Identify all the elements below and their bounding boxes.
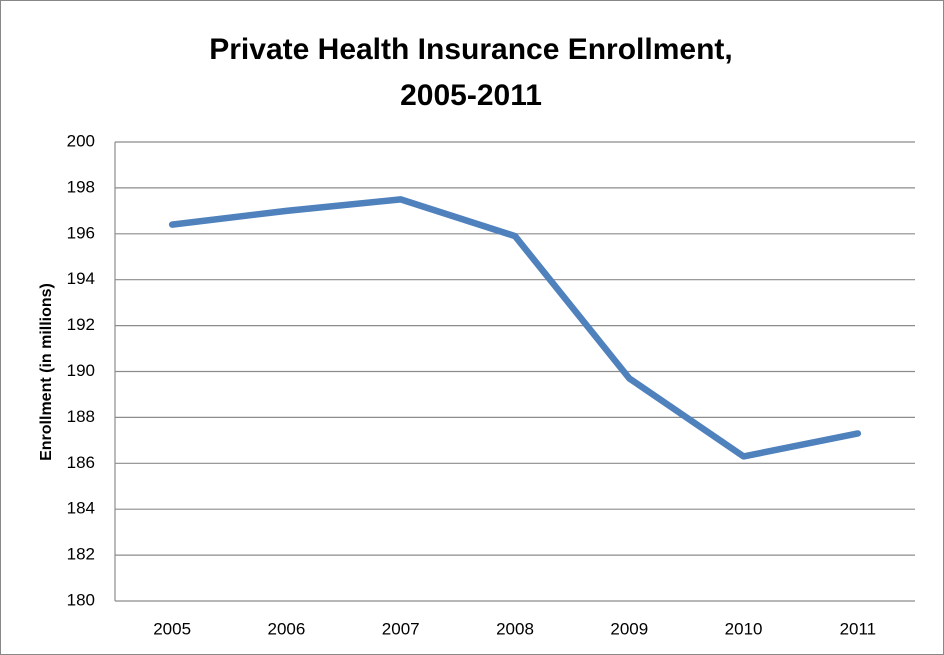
x-tick-label: 2009 (610, 619, 648, 638)
y-tick-label: 192 (67, 315, 95, 334)
y-tick-label: 182 (67, 545, 95, 564)
x-tick-label: 2006 (268, 619, 306, 638)
data-line (168, 196, 862, 460)
y-tick-label: 190 (67, 361, 95, 380)
y-tick-label: 200 (67, 131, 95, 150)
y-tick-label: 180 (67, 590, 95, 609)
x-tick-label: 2007 (382, 619, 420, 638)
x-tick-label: 2005 (153, 619, 191, 638)
y-axis-label: Enrollment (in millions) (38, 283, 55, 461)
x-tick-label: 2010 (725, 619, 763, 638)
y-tick-label: 188 (67, 407, 95, 426)
y-tick-label: 196 (67, 223, 95, 242)
x-tick-label: 2011 (840, 619, 877, 638)
y-tick-label: 198 (67, 177, 95, 196)
y-tick-label: 194 (67, 269, 95, 288)
chart-title: Private Health Insurance Enrollment, 200… (209, 33, 733, 112)
y-tick-label: 186 (67, 453, 95, 472)
y-tick-label: 184 (67, 499, 95, 518)
x-tick-label: 2008 (496, 619, 534, 638)
